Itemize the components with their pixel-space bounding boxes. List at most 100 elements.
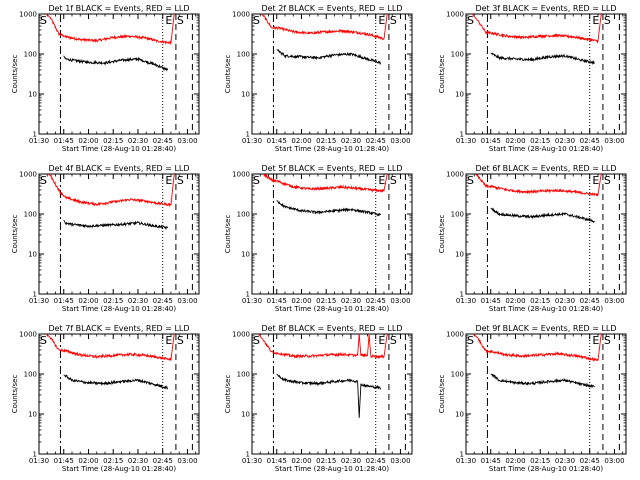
- y-tick-label: 1: [33, 291, 37, 299]
- x-tick-label: 03:00: [177, 137, 197, 145]
- y-tick-label: 1: [246, 131, 250, 139]
- y-tick-label: 1000: [446, 11, 464, 19]
- events-rate-line: [63, 219, 169, 231]
- y-tick-label: 100: [237, 371, 250, 379]
- event-marker-label: S: [177, 174, 184, 187]
- x-tick-label: 02:45: [366, 137, 386, 145]
- y-axis-label: Counts/sec: [438, 215, 446, 254]
- panel-title: Det 5f BLACK = Events, RED = LLD: [261, 164, 402, 173]
- event-marker-label: S: [604, 334, 611, 347]
- x-axis-label: Start Time (28-Aug-10 01:28:40): [275, 465, 389, 473]
- event-marker-label: S: [467, 334, 474, 347]
- y-tick-label: 10: [455, 411, 464, 419]
- plot-frame: [465, 333, 627, 455]
- x-tick-label: 02:00: [291, 457, 311, 465]
- y-tick-label: 100: [237, 211, 250, 219]
- y-tick-label: 1000: [446, 171, 464, 179]
- event-marker-label: S: [467, 14, 474, 27]
- x-tick-label: 02:15: [103, 137, 123, 145]
- y-tick-label: 10: [455, 91, 464, 99]
- x-axis-label: Start Time (28-Aug-10 01:28:40): [275, 305, 389, 313]
- x-tick-label: 02:00: [505, 137, 525, 145]
- plot-frame: [465, 13, 627, 135]
- x-tick-label: 01:45: [267, 297, 287, 305]
- event-marker-label: S: [177, 334, 184, 347]
- plot-frame: [38, 13, 200, 135]
- x-tick-label: 02:15: [103, 297, 123, 305]
- x-tick-label: 02:45: [153, 457, 173, 465]
- x-tick-label: 02:30: [341, 137, 361, 145]
- events-rate-line: [490, 373, 595, 388]
- event-marker-label: E: [165, 174, 172, 187]
- y-tick-label: 10: [28, 251, 37, 259]
- plot-frame: [465, 173, 627, 295]
- x-tick-label: 01:45: [481, 457, 501, 465]
- event-marker-label: E: [165, 334, 172, 347]
- x-tick-label: 02:45: [153, 137, 173, 145]
- x-tick-label: 03:00: [177, 297, 197, 305]
- x-tick-label: 03:00: [177, 457, 197, 465]
- y-axis-label: Counts/sec: [438, 55, 446, 94]
- detector-panel: Det 8f BLACK = Events, RED = LLD 1 10 100 10…: [224, 324, 413, 473]
- y-tick-label: 1: [246, 291, 250, 299]
- plot-frame: [251, 173, 413, 295]
- x-axis-label: Start Time (28-Aug-10 01:28:40): [489, 145, 603, 153]
- event-marker-label: S: [177, 14, 184, 27]
- x-tick-label: 02:00: [78, 137, 98, 145]
- y-tick-label: 1000: [232, 11, 250, 19]
- event-marker-label: S: [390, 14, 397, 27]
- y-tick-label: 1000: [19, 11, 37, 19]
- event-marker-label: E: [592, 174, 599, 187]
- event-marker-label: S: [40, 334, 47, 347]
- y-tick-label: 100: [451, 371, 464, 379]
- x-tick-label: 03:00: [604, 457, 624, 465]
- event-marker-label: S: [467, 174, 474, 187]
- x-axis-label: Start Time (28-Aug-10 01:28:40): [489, 305, 603, 313]
- x-tick-label: 01:45: [481, 137, 501, 145]
- y-axis-label: Counts/sec: [438, 375, 446, 414]
- y-tick-label: 1000: [19, 171, 37, 179]
- detector-panel: Det 3f BLACK = Events, RED = LLD 1 10 100 10…: [438, 4, 627, 153]
- x-tick-label: 01:45: [54, 457, 74, 465]
- x-tick-label: 02:15: [316, 457, 336, 465]
- x-tick-label: 02:45: [366, 457, 386, 465]
- x-tick-label: 01:45: [267, 457, 287, 465]
- y-axis-label: Counts/sec: [11, 375, 19, 414]
- x-tick-label: 02:45: [366, 297, 386, 305]
- panel-title: Det 2f BLACK = Events, RED = LLD: [261, 4, 402, 13]
- y-tick-label: 100: [24, 371, 37, 379]
- event-marker-label: E: [378, 14, 385, 27]
- x-tick-label: 01:30: [456, 297, 476, 305]
- plot-frame: [38, 333, 200, 455]
- x-axis-label: Start Time (28-Aug-10 01:28:40): [62, 145, 176, 153]
- panel-title: Det 6f BLACK = Events, RED = LLD: [475, 164, 616, 173]
- event-marker-label: E: [165, 14, 172, 27]
- lld-rate-line: [47, 174, 175, 208]
- x-tick-label: 01:45: [54, 297, 74, 305]
- x-tick-label: 02:30: [128, 297, 148, 305]
- x-tick-label: 02:30: [341, 457, 361, 465]
- event-marker-label: E: [378, 174, 385, 187]
- y-tick-label: 10: [28, 411, 37, 419]
- x-tick-label: 03:00: [604, 297, 624, 305]
- y-tick-label: 1: [33, 131, 37, 139]
- lld-rate-line: [472, 334, 603, 363]
- event-marker-label: S: [604, 174, 611, 187]
- event-marker-label: S: [253, 334, 260, 347]
- events-rate-line: [63, 374, 169, 390]
- x-tick-label: 02:15: [530, 457, 550, 465]
- x-tick-label: 02:00: [78, 457, 98, 465]
- y-tick-label: 1: [460, 291, 464, 299]
- plot-frame: [251, 13, 413, 135]
- lld-rate-line: [45, 334, 176, 362]
- detector-panel: Det 9f BLACK = Events, RED = LLD 1 10 100 10…: [438, 324, 627, 473]
- panel-title: Det 3f BLACK = Events, RED = LLD: [475, 4, 616, 13]
- x-tick-label: 02:15: [316, 137, 336, 145]
- event-marker-label: E: [592, 334, 599, 347]
- detector-panel: Det 2f BLACK = Events, RED = LLD 1 10 100 10…: [224, 4, 413, 153]
- lld-rate-line: [260, 14, 388, 41]
- x-tick-label: 01:45: [54, 137, 74, 145]
- x-tick-label: 02:30: [128, 137, 148, 145]
- plot-frame: [251, 333, 413, 455]
